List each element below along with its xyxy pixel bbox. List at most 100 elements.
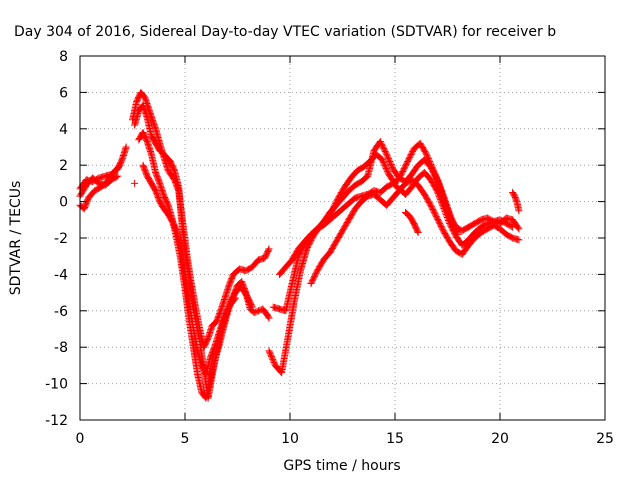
data-series xyxy=(76,88,523,402)
data-point xyxy=(268,354,276,362)
data-point xyxy=(438,200,446,208)
data-point xyxy=(267,351,275,359)
series-trace xyxy=(131,179,139,187)
data-point xyxy=(265,347,273,355)
data-point xyxy=(386,159,394,167)
y-tick-label: 6 xyxy=(59,85,68,101)
data-point xyxy=(384,155,392,163)
data-point xyxy=(444,215,452,223)
y-axis-label: SDTVAR / TECUs xyxy=(8,181,24,296)
data-point xyxy=(434,190,442,198)
data-point xyxy=(380,160,388,168)
data-point xyxy=(445,218,453,226)
x-tick-label: 15 xyxy=(386,431,404,447)
data-point xyxy=(264,246,272,254)
data-point xyxy=(386,158,394,166)
y-tick-label: -4 xyxy=(54,267,68,283)
x-tick-label: 25 xyxy=(596,431,614,447)
data-point xyxy=(380,159,388,167)
data-point xyxy=(382,149,390,157)
data-point xyxy=(435,191,443,199)
data-point xyxy=(388,162,396,170)
y-tick-label: 0 xyxy=(59,195,68,211)
data-point xyxy=(433,187,441,195)
data-point xyxy=(248,302,256,310)
y-axis-ticks: -12 -10 -8 -6 -4 -2 0 2 4 6 8 xyxy=(45,49,605,429)
data-point xyxy=(387,160,395,168)
data-point xyxy=(515,207,523,215)
y-tick-label: 8 xyxy=(59,49,68,65)
data-point xyxy=(385,156,393,164)
x-axis-ticks: 0 5 10 15 20 25 xyxy=(76,56,614,447)
data-point xyxy=(515,236,523,244)
data-point xyxy=(382,164,390,172)
data-point xyxy=(382,163,390,171)
data-point xyxy=(379,157,387,165)
y-tick-label: -6 xyxy=(54,304,68,320)
chart-title: Day 304 of 2016, Sidereal Day-to-day VTE… xyxy=(14,24,556,40)
y-tick-label: 2 xyxy=(59,158,68,174)
data-point xyxy=(115,162,123,170)
grid xyxy=(80,56,605,420)
data-point xyxy=(414,227,421,235)
data-point xyxy=(440,206,448,214)
data-point xyxy=(270,358,278,366)
data-point xyxy=(515,225,523,233)
series-trace xyxy=(509,189,523,215)
y-tick-label: -12 xyxy=(45,413,68,429)
x-tick-label: 5 xyxy=(181,431,190,447)
y-tick-label: -2 xyxy=(54,231,68,247)
data-point xyxy=(441,208,449,216)
y-tick-label: 4 xyxy=(59,122,68,138)
plot-frame xyxy=(79,55,606,421)
data-point xyxy=(265,245,273,253)
data-point xyxy=(423,150,430,158)
data-point xyxy=(443,213,451,221)
data-point xyxy=(383,167,391,175)
series-trace xyxy=(269,138,523,315)
data-point xyxy=(437,197,445,205)
data-point xyxy=(442,209,450,217)
y-tick-label: -10 xyxy=(45,377,68,393)
data-point xyxy=(444,216,452,224)
data-point xyxy=(264,313,272,321)
data-point xyxy=(269,356,277,364)
data-point xyxy=(383,150,391,158)
data-point xyxy=(248,303,256,311)
x-tick-label: 0 xyxy=(76,431,85,447)
data-point xyxy=(383,152,391,160)
data-point xyxy=(442,211,450,219)
data-point xyxy=(265,314,273,322)
data-point xyxy=(512,196,520,204)
data-point xyxy=(440,205,448,213)
data-point xyxy=(439,202,447,210)
data-point xyxy=(514,224,522,232)
series-trace xyxy=(139,161,239,378)
data-point xyxy=(439,203,447,211)
data-point xyxy=(266,350,274,358)
data-point xyxy=(383,166,391,174)
data-point xyxy=(231,295,239,303)
x-tick-label: 20 xyxy=(491,431,509,447)
data-point xyxy=(435,193,443,201)
y-tick-label: -8 xyxy=(54,340,68,356)
data-point xyxy=(381,162,389,170)
data-point xyxy=(269,357,277,365)
data-point xyxy=(131,179,139,187)
data-point xyxy=(414,229,422,237)
x-axis-label: GPS time / hours xyxy=(283,458,400,474)
data-point xyxy=(436,194,444,202)
data-point xyxy=(434,188,442,196)
data-point xyxy=(438,199,446,207)
data-point xyxy=(423,152,431,160)
data-point xyxy=(114,172,122,180)
data-point xyxy=(116,161,124,169)
data-point xyxy=(507,222,515,230)
data-point xyxy=(266,348,274,356)
data-point xyxy=(378,156,386,164)
data-point xyxy=(231,294,239,302)
data-point xyxy=(384,153,392,161)
data-point xyxy=(122,143,130,151)
data-point xyxy=(443,212,451,220)
